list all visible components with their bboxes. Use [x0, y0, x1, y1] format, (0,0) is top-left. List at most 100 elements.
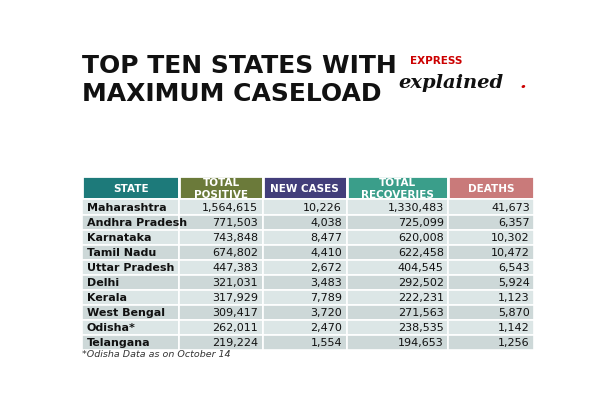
- Text: TOP TEN STATES WITH: TOP TEN STATES WITH: [82, 54, 397, 78]
- Text: 7,789: 7,789: [310, 292, 342, 302]
- FancyBboxPatch shape: [347, 177, 448, 200]
- FancyBboxPatch shape: [263, 275, 347, 290]
- FancyBboxPatch shape: [179, 305, 263, 320]
- Text: 725,099: 725,099: [398, 218, 444, 227]
- FancyBboxPatch shape: [347, 275, 448, 290]
- FancyBboxPatch shape: [179, 177, 263, 200]
- Text: 447,383: 447,383: [212, 263, 259, 272]
- Text: 194,653: 194,653: [398, 337, 444, 347]
- FancyBboxPatch shape: [179, 320, 263, 335]
- Text: DEATHS: DEATHS: [468, 183, 515, 193]
- Text: 743,848: 743,848: [212, 232, 259, 243]
- FancyBboxPatch shape: [347, 290, 448, 305]
- Text: 1,123: 1,123: [498, 292, 530, 302]
- Text: explained: explained: [398, 74, 503, 92]
- FancyBboxPatch shape: [448, 290, 535, 305]
- Text: MAXIMUM CASELOAD: MAXIMUM CASELOAD: [82, 82, 382, 106]
- Text: 4,410: 4,410: [310, 247, 342, 257]
- Text: .: .: [519, 74, 526, 92]
- Text: 5,870: 5,870: [498, 308, 530, 317]
- Text: 8,477: 8,477: [310, 232, 342, 243]
- FancyBboxPatch shape: [448, 177, 535, 200]
- FancyBboxPatch shape: [82, 215, 179, 230]
- Text: 262,011: 262,011: [212, 322, 259, 333]
- FancyBboxPatch shape: [82, 245, 179, 260]
- FancyBboxPatch shape: [179, 245, 263, 260]
- Text: 41,673: 41,673: [491, 202, 530, 213]
- FancyBboxPatch shape: [347, 245, 448, 260]
- Text: Uttar Pradesh: Uttar Pradesh: [86, 263, 174, 272]
- Text: 317,929: 317,929: [212, 292, 259, 302]
- Text: 771,503: 771,503: [212, 218, 259, 227]
- FancyBboxPatch shape: [347, 335, 448, 350]
- Text: 6,543: 6,543: [498, 263, 530, 272]
- Text: 321,031: 321,031: [212, 277, 259, 288]
- Text: West Bengal: West Bengal: [86, 308, 164, 317]
- FancyBboxPatch shape: [448, 200, 535, 215]
- FancyBboxPatch shape: [347, 260, 448, 275]
- FancyBboxPatch shape: [82, 177, 179, 200]
- FancyBboxPatch shape: [263, 260, 347, 275]
- Text: 10,302: 10,302: [491, 232, 530, 243]
- FancyBboxPatch shape: [179, 200, 263, 215]
- FancyBboxPatch shape: [263, 335, 347, 350]
- Text: 1,256: 1,256: [498, 337, 530, 347]
- Text: STATE: STATE: [113, 183, 148, 193]
- FancyBboxPatch shape: [82, 320, 179, 335]
- FancyBboxPatch shape: [179, 290, 263, 305]
- FancyBboxPatch shape: [263, 177, 347, 200]
- FancyBboxPatch shape: [179, 275, 263, 290]
- FancyBboxPatch shape: [263, 200, 347, 215]
- FancyBboxPatch shape: [263, 245, 347, 260]
- Text: 1,330,483: 1,330,483: [388, 202, 444, 213]
- FancyBboxPatch shape: [179, 260, 263, 275]
- Text: 1,142: 1,142: [498, 322, 530, 333]
- Text: 222,231: 222,231: [398, 292, 444, 302]
- Text: 6,357: 6,357: [498, 218, 530, 227]
- Text: 238,535: 238,535: [398, 322, 444, 333]
- Text: 5,924: 5,924: [498, 277, 530, 288]
- FancyBboxPatch shape: [347, 320, 448, 335]
- Text: 3,720: 3,720: [310, 308, 342, 317]
- Text: 3,483: 3,483: [310, 277, 342, 288]
- Text: 674,802: 674,802: [212, 247, 259, 257]
- FancyBboxPatch shape: [448, 305, 535, 320]
- FancyBboxPatch shape: [448, 230, 535, 245]
- FancyBboxPatch shape: [448, 320, 535, 335]
- FancyBboxPatch shape: [263, 215, 347, 230]
- FancyBboxPatch shape: [263, 290, 347, 305]
- FancyBboxPatch shape: [82, 275, 179, 290]
- FancyBboxPatch shape: [263, 230, 347, 245]
- Text: 2,470: 2,470: [310, 322, 342, 333]
- Text: 10,472: 10,472: [491, 247, 530, 257]
- FancyBboxPatch shape: [82, 335, 179, 350]
- Text: 10,226: 10,226: [303, 202, 342, 213]
- Text: Maharashtra: Maharashtra: [86, 202, 166, 213]
- FancyBboxPatch shape: [347, 230, 448, 245]
- FancyBboxPatch shape: [82, 305, 179, 320]
- Text: NEW CASES: NEW CASES: [271, 183, 339, 193]
- Text: 1,554: 1,554: [310, 337, 342, 347]
- Text: 219,224: 219,224: [212, 337, 259, 347]
- Text: 292,502: 292,502: [398, 277, 444, 288]
- Text: Delhi: Delhi: [86, 277, 119, 288]
- Text: 271,563: 271,563: [398, 308, 444, 317]
- FancyBboxPatch shape: [82, 200, 179, 215]
- Text: 404,545: 404,545: [398, 263, 444, 272]
- Text: 4,038: 4,038: [310, 218, 342, 227]
- Text: Odisha*: Odisha*: [86, 322, 136, 333]
- FancyBboxPatch shape: [179, 215, 263, 230]
- Text: Karnataka: Karnataka: [86, 232, 151, 243]
- Text: TOTAL
POSITIVE: TOTAL POSITIVE: [194, 178, 248, 199]
- FancyBboxPatch shape: [448, 335, 535, 350]
- Text: EXPRESS: EXPRESS: [410, 55, 462, 65]
- FancyBboxPatch shape: [347, 200, 448, 215]
- FancyBboxPatch shape: [82, 290, 179, 305]
- FancyBboxPatch shape: [263, 305, 347, 320]
- Text: Kerala: Kerala: [86, 292, 127, 302]
- Text: Tamil Nadu: Tamil Nadu: [86, 247, 156, 257]
- Text: 1,564,615: 1,564,615: [202, 202, 259, 213]
- FancyBboxPatch shape: [448, 260, 535, 275]
- FancyBboxPatch shape: [179, 335, 263, 350]
- FancyBboxPatch shape: [448, 275, 535, 290]
